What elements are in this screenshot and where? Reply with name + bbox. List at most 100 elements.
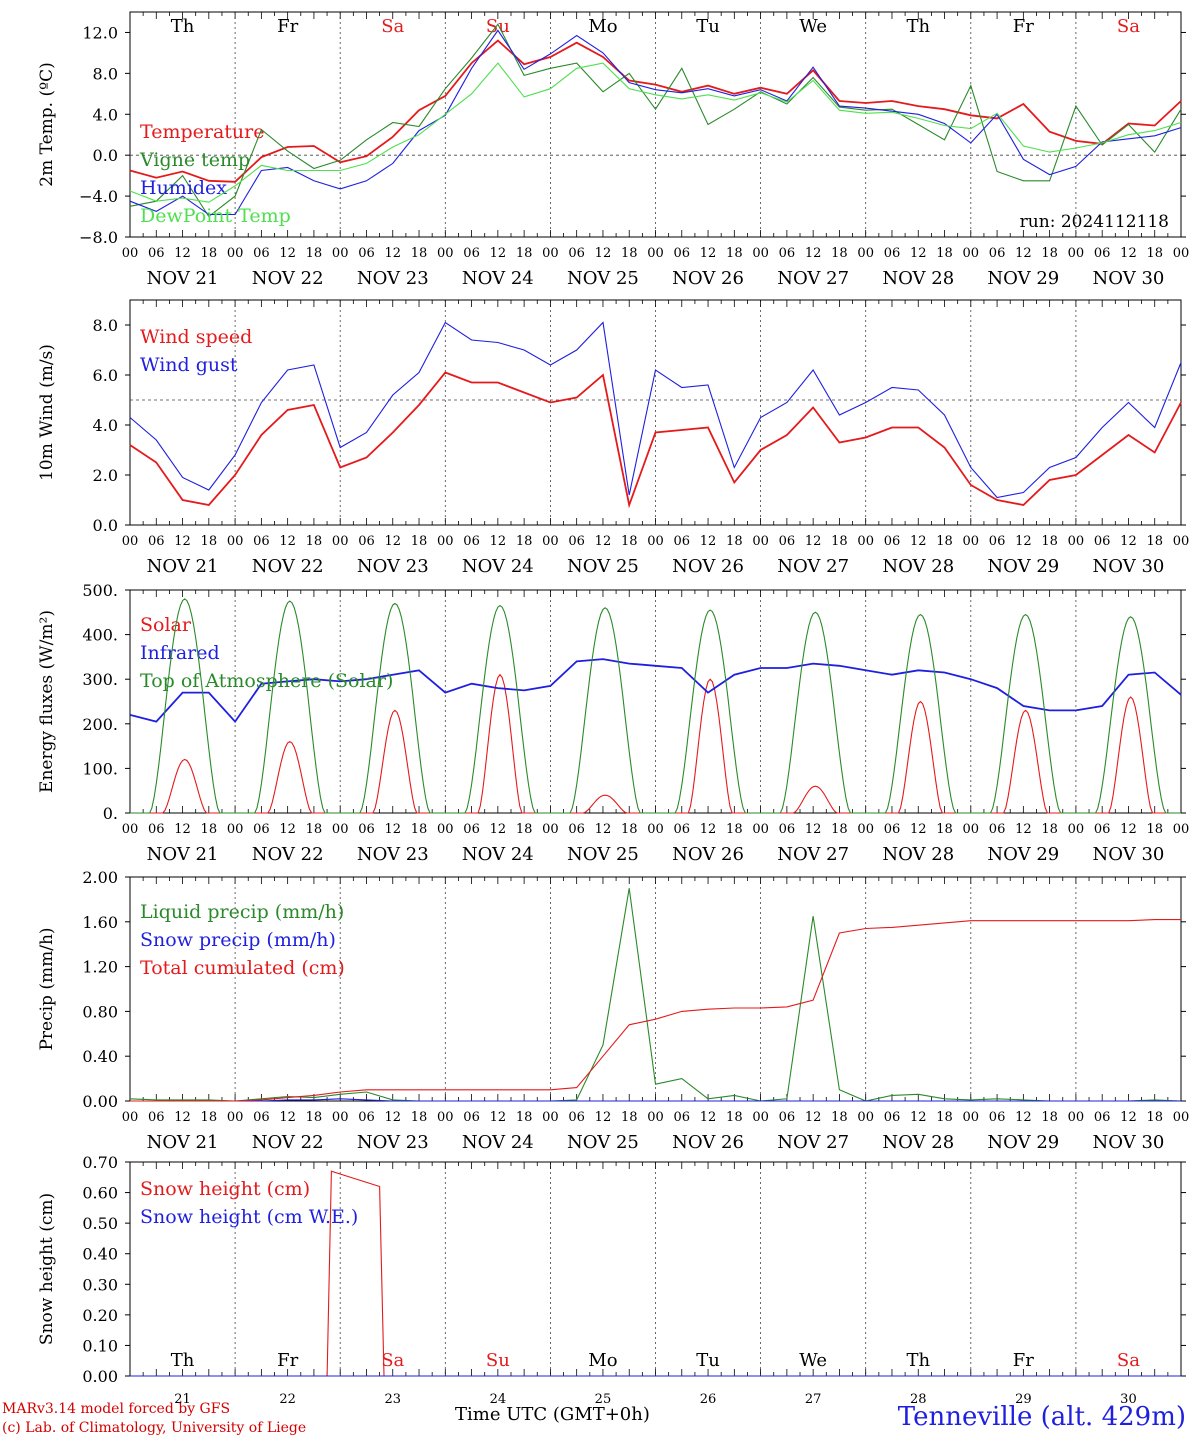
hour-tick-label: 00 [542, 1110, 559, 1125]
y-tick-label: 0.60 [82, 1184, 118, 1203]
y-tick-label: 0.80 [82, 1002, 118, 1021]
day-number-label: 24 [490, 1392, 507, 1407]
hour-tick-label: 06 [989, 1110, 1006, 1125]
weekday-label: Sa [381, 16, 404, 37]
date-label: NOV 21 [147, 1132, 219, 1153]
hour-tick-label: 06 [253, 534, 270, 549]
hour-tick-label: 18 [1146, 534, 1163, 549]
hour-tick-label: 00 [752, 534, 769, 549]
y-tick-label: 0.0 [93, 146, 118, 165]
hour-tick-label: 12 [279, 822, 296, 837]
hour-tick-label: 18 [201, 246, 218, 261]
hour-tick-label: 06 [358, 534, 375, 549]
date-label: NOV 28 [882, 268, 954, 289]
series-line-humidex [129, 29, 1182, 216]
series-line-vigne-temp [129, 23, 1182, 218]
hour-tick-label: 00 [1068, 1110, 1085, 1125]
date-label: NOV 29 [987, 268, 1059, 289]
hour-tick-label: 18 [1146, 246, 1163, 261]
hour-tick-label: 18 [831, 246, 848, 261]
series-line-total-cumulated-cm- [130, 919, 1181, 1102]
date-label: NOV 26 [672, 556, 744, 577]
y-tick-label: 0. [103, 804, 118, 823]
hour-tick-label: 06 [989, 534, 1006, 549]
hour-tick-label: 12 [595, 246, 612, 261]
date-label: NOV 30 [1093, 844, 1165, 865]
hour-tick-label: 12 [700, 534, 717, 549]
date-label: NOV 24 [462, 268, 534, 289]
y-tick-label: 0.0 [93, 516, 118, 535]
date-label: NOV 27 [777, 844, 849, 865]
y-tick-label: 0.40 [82, 1245, 118, 1264]
lab-credit: (c) Lab. of Climatology, University of L… [2, 1420, 307, 1436]
legend-entry: Temperature [140, 121, 264, 143]
y-tick-label: 200. [82, 715, 118, 734]
hour-tick-label: 00 [437, 1110, 454, 1125]
y-tick-label: 4.0 [93, 105, 118, 124]
hour-tick-label: 00 [963, 822, 980, 837]
hour-tick-label: 18 [306, 534, 323, 549]
date-label: NOV 21 [147, 268, 219, 289]
hour-tick-label: 18 [411, 246, 428, 261]
hour-tick-label: 06 [674, 534, 691, 549]
weekday-label: Th [171, 1350, 195, 1371]
weekday-label: Fr [1013, 1350, 1034, 1371]
hour-tick-label: 12 [805, 246, 822, 261]
weekday-label: We [799, 16, 827, 37]
weekday-label: Fr [277, 16, 298, 37]
hour-tick-label: 00 [122, 822, 139, 837]
hour-tick-label: 18 [201, 822, 218, 837]
hour-tick-label: 06 [358, 246, 375, 261]
y-tick-label: 0.50 [82, 1214, 118, 1233]
hour-tick-label: 12 [279, 246, 296, 261]
hour-tick-label: 06 [884, 246, 901, 261]
hour-tick-label: 18 [621, 822, 638, 837]
y-tick-label: 0.40 [82, 1047, 118, 1066]
date-label: NOV 22 [252, 556, 324, 577]
hour-tick-label: 00 [122, 246, 139, 261]
hour-tick-label: 00 [647, 822, 664, 837]
hour-tick-label: 12 [1015, 1110, 1032, 1125]
hour-tick-label: 00 [1173, 246, 1190, 261]
weekday-label: Sa [381, 1350, 404, 1371]
hour-tick-label: 18 [621, 1110, 638, 1125]
date-label: NOV 25 [567, 556, 639, 577]
hour-tick-label: 18 [831, 822, 848, 837]
hour-tick-label: 18 [1041, 1110, 1058, 1125]
hour-tick-label: 12 [1120, 246, 1137, 261]
weekday-label: Fr [277, 1350, 298, 1371]
hour-tick-label: 12 [700, 1110, 717, 1125]
hour-tick-label: 12 [700, 822, 717, 837]
hour-tick-label: 18 [1041, 822, 1058, 837]
hour-tick-label: 06 [674, 822, 691, 837]
y-tick-label: 0.10 [82, 1336, 118, 1355]
hour-tick-label: 12 [174, 246, 191, 261]
day-number-label: 28 [910, 1392, 927, 1407]
hour-tick-label: 00 [1068, 246, 1085, 261]
hour-tick-label: 06 [148, 246, 165, 261]
legend-entry: Vigne temp [139, 149, 250, 171]
hour-tick-label: 00 [122, 1110, 139, 1125]
hour-tick-label: 06 [568, 534, 585, 549]
weekday-label: Fr [1013, 16, 1034, 37]
y-axis-label: Snow height (cm) [37, 1193, 57, 1345]
date-label: NOV 22 [252, 268, 324, 289]
x-axis-label: Time UTC (GMT+0h) [455, 1404, 650, 1425]
hour-tick-label: 00 [647, 1110, 664, 1125]
y-tick-label: 0.70 [82, 1153, 118, 1172]
hour-tick-label: 00 [647, 534, 664, 549]
hour-tick-label: 18 [831, 534, 848, 549]
hour-tick-label: 00 [542, 534, 559, 549]
hour-tick-label: 18 [1146, 822, 1163, 837]
series-line-snow-precip-mm-h- [130, 1098, 1181, 1102]
hour-tick-label: 00 [1173, 822, 1190, 837]
weekday-label: Su [486, 16, 510, 37]
hour-tick-label: 06 [779, 534, 796, 549]
hour-tick-label: 12 [279, 1110, 296, 1125]
hour-tick-label: 06 [674, 246, 691, 261]
hour-tick-label: 12 [595, 822, 612, 837]
hour-tick-label: 12 [1015, 822, 1032, 837]
hour-tick-label: 18 [516, 822, 533, 837]
legend-entry: DewPoint Temp [140, 205, 291, 227]
hour-tick-label: 06 [989, 246, 1006, 261]
